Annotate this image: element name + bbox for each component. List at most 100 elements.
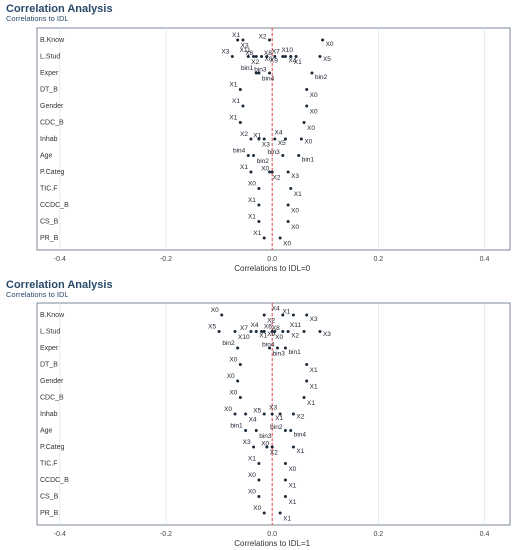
- point: [262, 313, 266, 317]
- point: [252, 154, 256, 157]
- point: [238, 88, 242, 91]
- x-tick-label: 0.4: [480, 256, 490, 263]
- point: [273, 330, 277, 333]
- point: [278, 236, 282, 240]
- point: [262, 511, 266, 515]
- point: [254, 71, 258, 75]
- point: [241, 104, 245, 108]
- point: [257, 187, 261, 190]
- point-label: X0: [310, 109, 318, 116]
- point: [249, 170, 253, 174]
- point: [318, 330, 322, 333]
- point: [302, 330, 306, 333]
- point: [305, 88, 309, 91]
- point: [283, 137, 287, 141]
- point: [270, 412, 274, 416]
- point-label: bin2: [270, 424, 283, 431]
- point-label: X0: [248, 472, 256, 479]
- point-label: X1: [307, 400, 315, 407]
- point: [291, 412, 295, 416]
- point: [318, 55, 322, 58]
- point: [283, 55, 287, 58]
- point: [273, 55, 277, 58]
- point: [270, 445, 274, 449]
- point: [257, 137, 261, 141]
- point-label: X7: [272, 49, 280, 56]
- category-label: B.Know: [40, 312, 65, 319]
- point: [286, 220, 290, 223]
- point-label: X4: [288, 58, 296, 65]
- point-label: X1: [253, 230, 261, 237]
- point-label: X11: [239, 47, 250, 54]
- point: [289, 429, 293, 432]
- point: [294, 55, 298, 58]
- point-label: X1: [288, 483, 296, 490]
- category-label: PR_B: [40, 510, 59, 517]
- point: [305, 379, 309, 383]
- point: [281, 55, 285, 58]
- point-label: X0: [253, 505, 261, 512]
- point: [283, 495, 287, 498]
- point: [236, 38, 240, 42]
- point-label: X0: [310, 92, 318, 99]
- category-label: Inhab: [40, 136, 58, 143]
- point: [268, 170, 272, 174]
- category-label: L.Stud: [40, 53, 60, 60]
- point-label: X2: [270, 450, 278, 457]
- point: [305, 363, 309, 366]
- point: [302, 121, 306, 124]
- category-label: B.Know: [40, 37, 65, 44]
- point-label: bin3: [259, 433, 272, 440]
- point: [236, 346, 240, 350]
- point: [262, 412, 266, 416]
- category-label: DT_B: [40, 361, 58, 368]
- point-label: X1: [253, 133, 261, 140]
- point: [270, 170, 274, 174]
- category-label: CDC_B: [40, 394, 64, 401]
- point: [238, 121, 242, 124]
- point: [283, 462, 287, 465]
- point-label: X0: [307, 125, 315, 132]
- point-label: X1: [240, 164, 248, 171]
- point: [241, 38, 245, 42]
- x-tick-label: -0.4: [54, 256, 66, 263]
- point: [233, 412, 237, 416]
- point: [283, 429, 287, 432]
- point-label: X0: [283, 241, 291, 248]
- category-label: CS_B: [40, 493, 59, 500]
- point-label: X1: [283, 516, 291, 523]
- point-label: X4: [274, 130, 282, 137]
- point: [260, 330, 264, 333]
- point-label: X8: [264, 50, 272, 57]
- category-label: Exper: [40, 345, 59, 352]
- point: [257, 495, 261, 498]
- point-label: bin2: [315, 74, 328, 81]
- category-label: Inhab: [40, 411, 58, 418]
- point-label: X2: [291, 333, 299, 340]
- x-tick-label: -0.2: [160, 531, 172, 538]
- point-label: X1: [248, 456, 256, 463]
- point: [265, 55, 269, 58]
- point: [262, 330, 266, 333]
- point-label: bin3: [273, 351, 286, 358]
- point: [305, 104, 309, 108]
- point: [291, 445, 295, 449]
- category-label: PR_B: [40, 235, 59, 242]
- point-label: X2: [251, 59, 259, 66]
- chart-subtitle: Correlations to IDL: [6, 290, 69, 299]
- point-label: X2: [267, 318, 275, 325]
- point: [278, 412, 282, 416]
- x-tick-label: 0.2: [373, 531, 383, 538]
- point-label: X1: [310, 384, 318, 391]
- point: [281, 313, 285, 317]
- point: [220, 313, 224, 317]
- point: [254, 55, 258, 58]
- point-label: bin4: [233, 148, 246, 155]
- point-label: X1: [229, 115, 237, 122]
- point: [257, 462, 261, 465]
- x-tick-label: -0.4: [54, 531, 66, 538]
- point: [230, 55, 234, 58]
- point-label: X1: [229, 82, 237, 89]
- point-label: X0: [229, 390, 237, 397]
- point-label: X0: [211, 307, 219, 314]
